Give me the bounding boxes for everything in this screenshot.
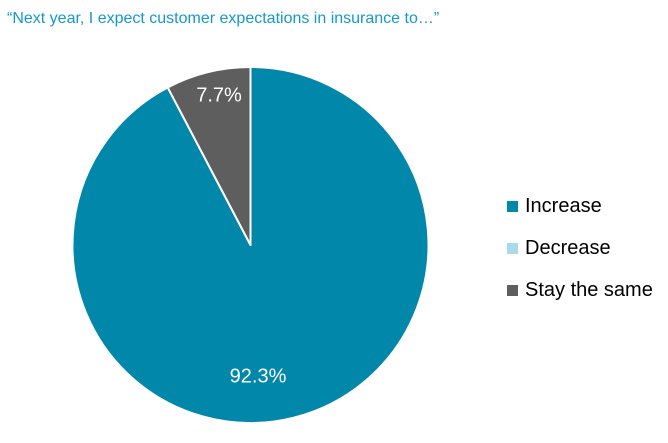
- legend: Increase Decrease Stay the same: [507, 195, 653, 321]
- legend-label-decrease: Decrease: [525, 237, 611, 259]
- legend-label-increase: Increase: [525, 195, 602, 217]
- chart-title: “Next year, I expect customer expectatio…: [7, 10, 440, 27]
- legend-item-decrease: Decrease: [507, 237, 653, 260]
- pie-data-label-stay-the-same: 7.7%: [196, 84, 242, 107]
- legend-swatch-decrease: [507, 243, 518, 254]
- legend-item-stay-the-same: Stay the same: [507, 279, 653, 302]
- legend-item-increase: Increase: [507, 195, 653, 218]
- legend-swatch-stay-the-same: [507, 285, 518, 296]
- pie-data-label-increase: 92.3%: [229, 365, 287, 388]
- pie-slice-stay-the-same: [166, 66, 252, 246]
- legend-swatch-increase: [507, 201, 518, 212]
- legend-label-stay-the-same: Stay the same: [525, 279, 653, 301]
